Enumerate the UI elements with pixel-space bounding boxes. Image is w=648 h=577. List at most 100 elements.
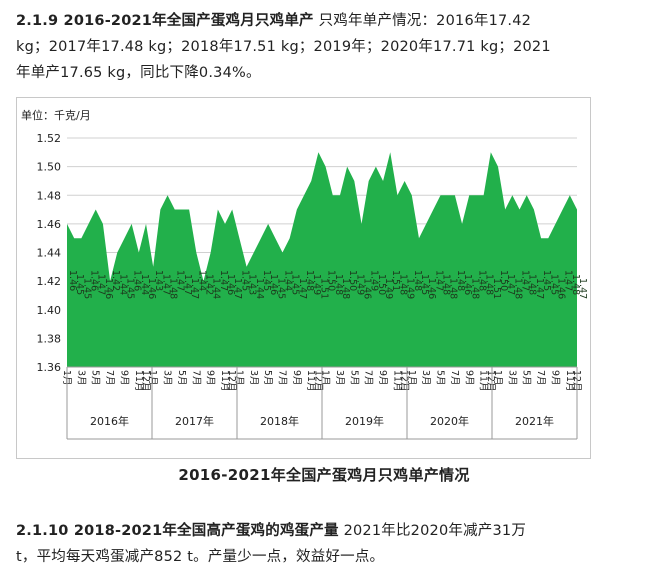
data-label: 1.44 bbox=[282, 270, 293, 291]
series-area bbox=[67, 152, 577, 367]
y-tick-label: 1.38 bbox=[37, 332, 62, 345]
month-tick-label: 11月 bbox=[219, 370, 230, 392]
data-label: 1.45 bbox=[74, 274, 85, 295]
data-label: 1.45 bbox=[124, 278, 135, 299]
month-tick-label: 7月 bbox=[276, 370, 287, 386]
data-label: 1.48 bbox=[340, 278, 351, 299]
month-tick-label: 9月 bbox=[377, 370, 388, 386]
section-2-1-9-text-2: kg；2017年17.48 kg；2018年17.51 kg；2019年；202… bbox=[16, 39, 551, 55]
data-label: 1.46 bbox=[89, 270, 100, 291]
data-label: 1.48 bbox=[168, 278, 179, 299]
data-label: 1.45 bbox=[541, 270, 552, 291]
data-label: 1.51 bbox=[491, 278, 502, 299]
month-tick-label: 11月 bbox=[305, 370, 316, 392]
year-label: 2016年 bbox=[90, 414, 129, 428]
data-label: 1.44 bbox=[139, 274, 150, 295]
data-label: 1.47 bbox=[505, 274, 516, 295]
chart-caption: 2016-2021年全国产蛋鸡月只鸡单产情况 bbox=[178, 466, 470, 484]
y-tick-label: 1.44 bbox=[37, 247, 62, 260]
data-label: 1.44 bbox=[211, 278, 222, 299]
data-label: 1.48 bbox=[455, 270, 466, 291]
data-label: 1.48 bbox=[304, 270, 315, 291]
data-label: 1.46 bbox=[146, 278, 157, 299]
data-label: 1.46 bbox=[462, 274, 473, 295]
data-label: 1.46 bbox=[268, 274, 279, 295]
month-tick-label: 1月 bbox=[406, 370, 417, 386]
data-label: 1.46 bbox=[426, 278, 437, 299]
month-tick-label: 9月 bbox=[549, 370, 560, 386]
y-tick-label: 1.40 bbox=[37, 304, 62, 317]
month-tick-label: 9月 bbox=[291, 370, 302, 386]
month-tick-label: 1月 bbox=[320, 370, 331, 386]
section-2-1-9-text-1: 只鸡年单产情况：2016年17.42 bbox=[313, 13, 532, 29]
y-tick-label: 1.36 bbox=[37, 361, 62, 374]
data-label: 1.48 bbox=[512, 278, 523, 299]
month-tick-label: 3月 bbox=[506, 370, 517, 386]
data-label: 1.48 bbox=[333, 274, 344, 295]
data-label: 1.48 bbox=[441, 274, 452, 295]
data-label: 1.45 bbox=[290, 274, 301, 295]
data-label: 1.46 bbox=[67, 270, 78, 291]
egg-yield-area-chart: 单位：千克/月1.361.381.401.421.441.461.481.501… bbox=[21, 108, 588, 440]
month-tick-label: 12月 bbox=[485, 370, 496, 392]
month-tick-label: 9月 bbox=[205, 370, 216, 386]
month-tick-label: 12月 bbox=[140, 370, 151, 392]
data-label: 1.42 bbox=[203, 274, 214, 295]
data-label: 1.47 bbox=[520, 270, 531, 291]
data-label: 1.46 bbox=[132, 270, 143, 291]
data-label: 1.48 bbox=[527, 274, 538, 295]
y-tick-label: 1.52 bbox=[37, 132, 62, 145]
data-label: 1.47 bbox=[577, 278, 588, 299]
month-tick-label: 12月 bbox=[399, 370, 410, 392]
month-tick-label: 3月 bbox=[248, 370, 259, 386]
y-tick-label: 1.46 bbox=[37, 218, 62, 231]
section-2-1-9-text-3: 年单产17.65 kg，同比下降0.34%。 bbox=[16, 65, 261, 81]
data-label: 1.47 bbox=[534, 278, 545, 299]
data-label: 1.42 bbox=[110, 270, 121, 291]
data-label: 1.51 bbox=[318, 278, 329, 299]
data-label: 1.47 bbox=[433, 270, 444, 291]
data-label: 1.45 bbox=[275, 278, 286, 299]
month-tick-label: 5月 bbox=[90, 370, 101, 386]
data-label: 1.45 bbox=[81, 278, 92, 299]
month-tick-label: 9月 bbox=[463, 370, 474, 386]
month-tick-label: 1月 bbox=[233, 370, 244, 386]
month-tick-label: 1月 bbox=[492, 370, 503, 386]
y-tick-label: 1.48 bbox=[37, 189, 62, 202]
month-tick-label: 5月 bbox=[435, 370, 446, 386]
data-label: 1.49 bbox=[405, 278, 416, 299]
data-label: 1.47 bbox=[96, 274, 107, 295]
data-label: 1.43 bbox=[247, 274, 258, 295]
section-2-1-10-text-1: 2021年比2020年减产31万 bbox=[338, 523, 527, 539]
section-2-1-10-paragraph: 2.1.10 2018-2021年全国高产蛋鸡的鸡蛋产量 2021年比2020年… bbox=[16, 518, 632, 570]
data-label: 1.46 bbox=[555, 278, 566, 299]
data-label: 1.48 bbox=[412, 270, 423, 291]
y-tick-label: 1.42 bbox=[37, 275, 62, 288]
month-tick-label: 11月 bbox=[133, 370, 144, 392]
data-label: 1.48 bbox=[570, 274, 581, 295]
year-label: 2017年 bbox=[175, 414, 214, 428]
year-label: 2021年 bbox=[515, 414, 554, 428]
data-label: 1.47 bbox=[218, 270, 229, 291]
data-label: 1.44 bbox=[117, 274, 128, 295]
month-tick-label: 3月 bbox=[334, 370, 345, 386]
month-tick-label: 11月 bbox=[564, 370, 575, 392]
data-label: 1.47 bbox=[297, 278, 308, 299]
month-tick-label: 7月 bbox=[104, 370, 115, 386]
data-label: 1.45 bbox=[548, 274, 559, 295]
month-tick-label: 12月 bbox=[226, 370, 237, 392]
data-label: 1.48 bbox=[448, 278, 459, 299]
month-tick-label: 11月 bbox=[391, 370, 402, 392]
month-tick-label: 1月 bbox=[147, 370, 158, 386]
year-label: 2018年 bbox=[260, 414, 299, 428]
data-label: 1.50 bbox=[347, 270, 358, 291]
month-tick-label: 12月 bbox=[312, 370, 323, 392]
data-label: 1.46 bbox=[103, 278, 114, 299]
month-tick-label: 3月 bbox=[75, 370, 86, 386]
month-tick-label: 7月 bbox=[535, 370, 546, 386]
section-2-1-10-heading: 2.1.10 2018-2021年全国高产蛋鸡的鸡蛋产量 bbox=[16, 523, 339, 539]
section-2-1-9-paragraph: 2.1.9 2016-2021年全国产蛋鸡月只鸡单产 只鸡年单产情况：2016年… bbox=[16, 8, 632, 86]
data-label: 1.46 bbox=[225, 274, 236, 295]
unit-label: 单位：千克/月 bbox=[21, 108, 91, 122]
month-tick-label: 3月 bbox=[420, 370, 431, 386]
